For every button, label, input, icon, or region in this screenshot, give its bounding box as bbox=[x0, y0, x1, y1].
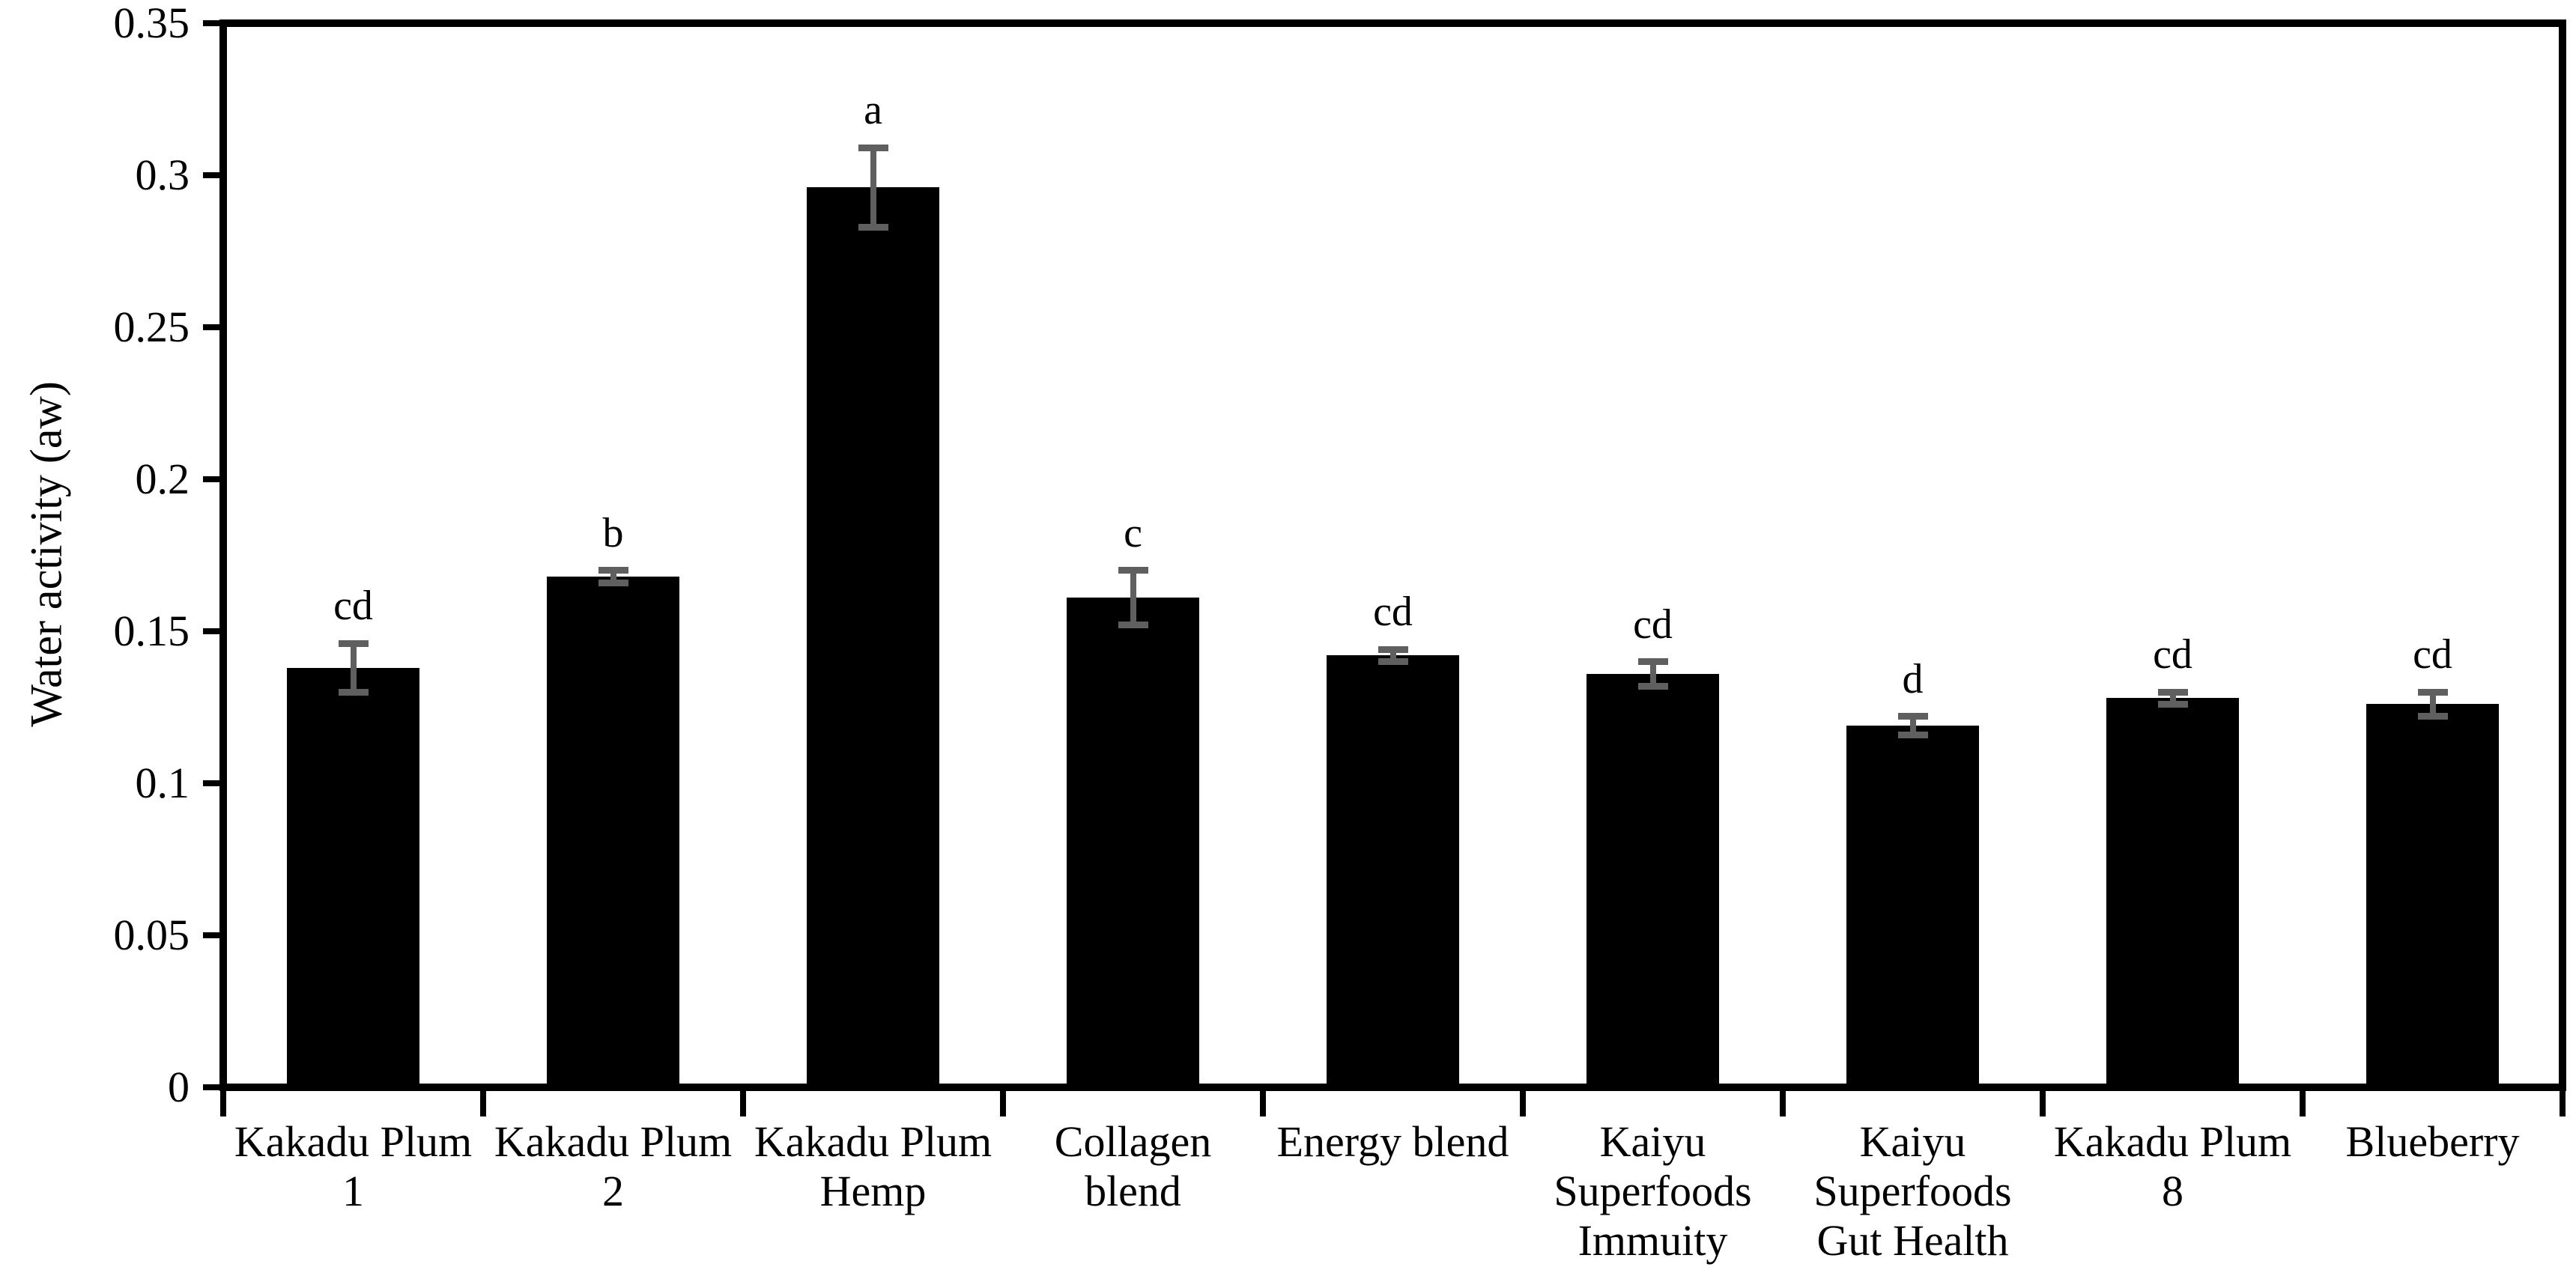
bar bbox=[2366, 704, 2499, 1087]
y-tick-label: 0.1 bbox=[135, 759, 190, 807]
error-cap-bottom bbox=[1637, 682, 1668, 690]
y-axis-line bbox=[219, 19, 227, 1091]
x-tick bbox=[1260, 1091, 1266, 1116]
y-tick bbox=[203, 932, 219, 938]
error-cap-bottom bbox=[1118, 622, 1148, 629]
y-tick-label: 0.15 bbox=[113, 607, 190, 655]
error-bar bbox=[870, 148, 876, 227]
sig-letter: a bbox=[864, 87, 882, 134]
x-tick bbox=[2300, 1091, 2306, 1116]
error-bar bbox=[1649, 661, 1656, 687]
x-tick bbox=[1780, 1091, 1786, 1116]
error-cap-bottom bbox=[598, 579, 628, 586]
y-tick-label: 0.3 bbox=[135, 151, 190, 199]
error-bar bbox=[350, 643, 357, 693]
x-category-label: Kaiyu Superfoods Immuity bbox=[1554, 1117, 1752, 1265]
error-cap-bottom bbox=[2417, 713, 2448, 720]
sig-letter: d bbox=[1902, 655, 1924, 702]
x-category-label: Kakadu Plum 2 bbox=[494, 1117, 733, 1215]
x-tick bbox=[480, 1091, 486, 1116]
x-tick bbox=[1000, 1091, 1006, 1116]
error-cap-bottom bbox=[858, 223, 888, 231]
y-tick bbox=[203, 324, 219, 330]
error-cap-bottom bbox=[1897, 731, 1928, 738]
sig-letter: b bbox=[602, 509, 624, 556]
bar bbox=[807, 187, 939, 1087]
error-cap-top bbox=[858, 144, 888, 151]
y-tick-label: 0 bbox=[168, 1063, 190, 1111]
error-cap-top bbox=[1637, 658, 1668, 666]
y-tick bbox=[203, 780, 219, 786]
bar bbox=[1586, 673, 1719, 1087]
error-cap-top bbox=[1378, 645, 1408, 653]
error-bar bbox=[610, 570, 616, 583]
bar bbox=[287, 667, 419, 1087]
y-axis-title: Water activity (aw) bbox=[21, 381, 71, 727]
error-cap-bottom bbox=[1378, 658, 1408, 666]
sig-letter: cd bbox=[2413, 631, 2452, 678]
error-bar bbox=[2169, 692, 2176, 705]
error-cap-top bbox=[2417, 688, 2448, 696]
error-cap-bottom bbox=[2157, 700, 2188, 708]
y-tick bbox=[203, 628, 219, 634]
bar bbox=[547, 576, 679, 1087]
x-category-label: Kakadu Plum Hemp bbox=[754, 1117, 992, 1215]
x-category-label: Kaiyu Superfoods Gut Health bbox=[1813, 1117, 2012, 1265]
x-category-label: Collagen blend bbox=[1054, 1117, 1212, 1215]
error-bar bbox=[1130, 570, 1136, 625]
error-cap-top bbox=[2157, 688, 2188, 696]
bar bbox=[2106, 698, 2239, 1087]
y-tick bbox=[203, 476, 219, 482]
error-bar bbox=[2429, 692, 2436, 717]
sig-letter: cd bbox=[333, 583, 373, 630]
y-tick-label: 0.2 bbox=[135, 455, 190, 503]
error-cap-bottom bbox=[338, 688, 369, 696]
y-tick bbox=[203, 1084, 219, 1090]
x-category-label: Kakadu Plum 1 bbox=[234, 1117, 473, 1215]
y-tick bbox=[203, 172, 219, 178]
sig-letter: c bbox=[1124, 509, 1142, 556]
x-axis-line bbox=[219, 1084, 2566, 1091]
error-cap-top bbox=[1118, 567, 1148, 574]
x-tick bbox=[740, 1091, 746, 1116]
x-tick bbox=[1520, 1091, 1526, 1116]
error-cap-top bbox=[598, 567, 628, 574]
x-category-label: Energy blend bbox=[1276, 1117, 1509, 1166]
bar bbox=[1846, 725, 1979, 1087]
y-tick-label: 0.05 bbox=[113, 911, 190, 959]
error-bar bbox=[1909, 716, 1916, 735]
x-tick bbox=[220, 1091, 226, 1116]
plot-right-border bbox=[2559, 19, 2566, 1091]
y-tick-label: 0.25 bbox=[113, 303, 190, 351]
error-bar bbox=[1389, 649, 1396, 662]
x-category-label: Blueberry bbox=[2345, 1117, 2520, 1166]
bar bbox=[1067, 598, 1199, 1087]
x-category-label: Kakadu Plum 8 bbox=[2053, 1117, 2292, 1215]
sig-letter: cd bbox=[1373, 589, 1413, 636]
bar bbox=[1327, 655, 1459, 1087]
x-tick bbox=[2560, 1091, 2566, 1116]
y-tick bbox=[203, 20, 219, 26]
x-tick bbox=[2040, 1091, 2046, 1116]
plot-top-border bbox=[219, 19, 2566, 27]
sig-letter: cd bbox=[1633, 601, 1673, 648]
error-cap-top bbox=[1897, 713, 1928, 720]
sig-letter: cd bbox=[2153, 631, 2192, 678]
y-tick-label: 0.35 bbox=[113, 0, 190, 47]
error-cap-top bbox=[338, 639, 369, 647]
